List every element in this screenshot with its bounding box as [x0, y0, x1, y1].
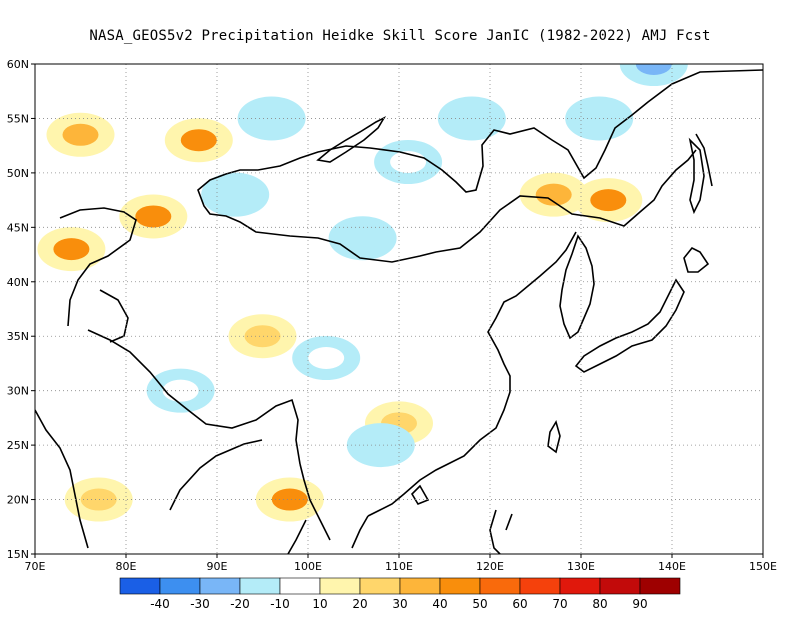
colorbar-label: -30: [190, 597, 210, 611]
x-tick-label: 80E: [116, 560, 137, 573]
coastline-hainan: [410, 484, 430, 505]
coastline-india: [35, 409, 263, 549]
x-tick-label: 90E: [207, 560, 228, 573]
y-tick-label: 35N: [7, 330, 29, 343]
colorbar-swatch: [239, 577, 281, 595]
coastline-korea: [559, 234, 595, 340]
coastline-japan-hokkaido: [683, 246, 710, 273]
coastlines: [35, 69, 763, 554]
colorbar-swatch: [439, 577, 481, 595]
border-china-south: [87, 329, 301, 465]
skill-region: [535, 183, 572, 206]
skill-region: [180, 129, 217, 152]
colorbar-swatch: [399, 577, 441, 595]
chart-title: NASA_GEOS5v2 Precipitation Heidke Skill …: [89, 28, 711, 44]
colorbar-label: 20: [352, 597, 367, 611]
y-tick-label: 30N: [7, 385, 29, 398]
colorbar-label: 50: [472, 597, 487, 611]
colorbar-label: 60: [512, 597, 527, 611]
colorbar-label: -20: [230, 597, 250, 611]
x-tick-label: 100E: [294, 560, 322, 573]
skill-shading-layer: [37, 64, 688, 522]
colorbar-label: -40: [150, 597, 170, 611]
colorbar-swatch: [279, 577, 321, 595]
colorbar-label: 30: [392, 597, 407, 611]
colorbar-label: 40: [432, 597, 447, 611]
colorbar-swatch: [159, 577, 201, 595]
colorbar-swatch: [199, 577, 241, 595]
colorbar-swatch: [119, 577, 161, 595]
coastline-indochina: [287, 463, 369, 554]
x-tick-label: 140E: [658, 560, 686, 573]
y-axis-ticks: 15N 20N 25N 30N 35N 40N 45N 50N 55N 60N: [7, 58, 35, 561]
colorbar-label: -10: [270, 597, 290, 611]
skill-region: [80, 488, 117, 511]
skill-region: [53, 238, 90, 261]
skill-region: [271, 488, 308, 511]
skill-region: [635, 64, 672, 75]
skill-region: [244, 325, 281, 348]
coastline-china-east: [367, 231, 577, 517]
colorbar-swatch: [639, 577, 681, 595]
y-tick-label: 25N: [7, 439, 29, 452]
skill-region: [62, 123, 99, 146]
gridlines: [35, 64, 763, 554]
colorbar-swatch: [479, 577, 521, 595]
colorbar-swatch: [319, 577, 361, 595]
y-tick-label: 60N: [7, 58, 29, 71]
y-tick-label: 55N: [7, 112, 29, 125]
coastline-sakhalin: [688, 137, 705, 215]
y-tick-label: 50N: [7, 167, 29, 180]
skill-region: [135, 205, 172, 228]
x-tick-label: 120E: [476, 560, 504, 573]
skill-region: [344, 227, 381, 250]
border-tibet-west: [99, 289, 129, 343]
border-kazakh: [59, 207, 137, 327]
colorbar-label: 80: [592, 597, 607, 611]
coastline-taiwan: [547, 420, 561, 454]
x-tick-label: 130E: [567, 560, 595, 573]
y-tick-label: 20N: [7, 494, 29, 507]
y-tick-label: 40N: [7, 276, 29, 289]
y-tick-label: 45N: [7, 221, 29, 234]
y-tick-label: 15N: [7, 548, 29, 561]
colorbar-swatch: [559, 577, 601, 595]
colorbar-swatch: [519, 577, 561, 595]
coastline-baikal: [316, 116, 387, 163]
x-tick-label: 110E: [385, 560, 413, 573]
colorbar: -40 -30 -20 -10 10 20 30 40 50 60 70 80 90: [119, 577, 681, 611]
coastline-japan-honshu: [574, 278, 685, 373]
skill-region: [590, 189, 627, 212]
colorbar-label: 90: [632, 597, 647, 611]
colorbar-label: 70: [552, 597, 567, 611]
skill-region: [362, 434, 399, 457]
x-tick-label: 150E: [749, 560, 777, 573]
colorbar-swatch: [359, 577, 401, 595]
coastline-asia-east: [197, 69, 763, 263]
colorbar-label: 10: [312, 597, 327, 611]
coastline-kamchatka: [695, 133, 713, 187]
colorbar-swatch: [599, 577, 641, 595]
x-tick-label: 70E: [25, 560, 46, 573]
x-axis-ticks: 70E 80E 90E 100E 110E 120E 130E 140E 150E: [25, 554, 777, 573]
coastline-philippines: [489, 509, 513, 554]
skill-region: [308, 347, 345, 369]
skill-region: [217, 183, 254, 206]
